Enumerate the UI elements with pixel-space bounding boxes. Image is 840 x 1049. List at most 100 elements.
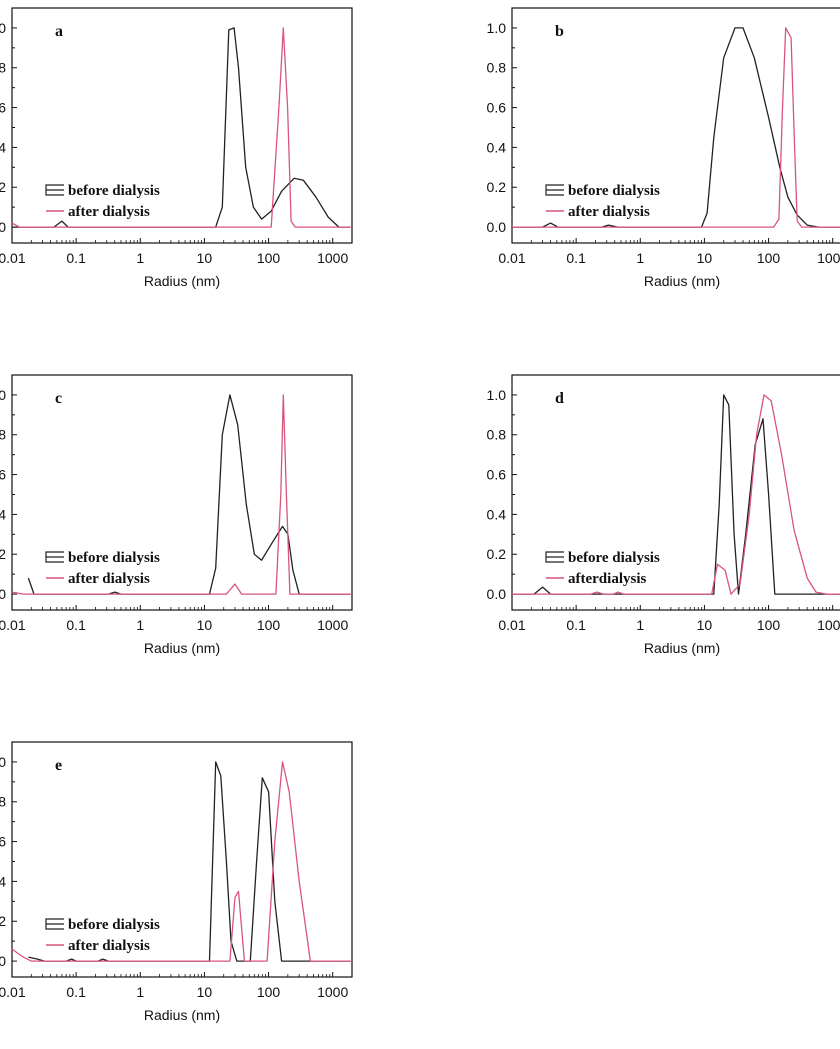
x-tick-label: 0.1 <box>566 250 586 266</box>
x-axis-title: Radius (nm) <box>644 273 720 289</box>
x-tick-label: 1000 <box>817 250 840 266</box>
y-tick-label: 0.8 <box>487 427 507 443</box>
x-tick-label: 0.1 <box>566 617 586 633</box>
legend-label: before dialysis <box>68 917 160 933</box>
y-tick-label: 0.8 <box>487 60 507 76</box>
series-line-after <box>11 761 351 962</box>
x-tick-label: 100 <box>757 250 781 266</box>
legend-swatch <box>45 551 64 563</box>
legend-swatch <box>45 918 64 930</box>
legend-label: after dialysis <box>68 571 150 587</box>
y-tick-label: 1.0 <box>487 20 507 36</box>
x-axis-title: Radius (nm) <box>144 1007 220 1023</box>
y-tick-label: 0.6 <box>487 100 507 116</box>
y-tick-label: 0.4 <box>487 506 507 522</box>
y-tick-label: 0.0 <box>0 586 6 602</box>
panel-label: e <box>55 757 62 774</box>
series-line-before <box>512 27 840 228</box>
x-tick-label: 100 <box>257 984 281 1000</box>
x-tick-label: 1 <box>136 250 144 266</box>
series-line-after <box>11 394 351 595</box>
y-tick-label: 0.6 <box>0 834 6 850</box>
legend-label: before dialysis <box>568 550 660 566</box>
x-tick-label: 1000 <box>317 617 348 633</box>
x-tick-label: 100 <box>257 250 281 266</box>
plot-frame <box>511 374 840 611</box>
legend-label: after dialysis <box>68 938 150 954</box>
legend-swatch <box>545 184 564 196</box>
y-tick-label: 0.6 <box>487 467 507 483</box>
x-tick-label: 100 <box>257 617 281 633</box>
y-tick-label: 0.6 <box>0 467 6 483</box>
plot-frame <box>11 741 353 978</box>
y-tick-label: 0.2 <box>487 546 507 562</box>
chart-panel-c: 0.0 0.2 0.4 0.6 0.8 1.0 0.01 0.1 1 10 100 1000 Radiu… <box>0 374 353 656</box>
x-tick-label: 10 <box>697 250 713 266</box>
plot-frame <box>11 374 353 611</box>
x-tick-label: 1000 <box>817 617 840 633</box>
legend-swatch <box>545 551 564 563</box>
x-tick-label: 1000 <box>317 250 348 266</box>
x-tick-label: 10 <box>197 984 213 1000</box>
y-tick-label: 0.0 <box>0 219 6 235</box>
x-axis-title: Radius (nm) <box>144 640 220 656</box>
y-tick-label: 1.0 <box>0 754 6 770</box>
y-tick-label: 0.2 <box>487 179 507 195</box>
x-tick-label: 0.01 <box>0 250 26 266</box>
chart-panel-a: 0.0 0.2 0.4 0.6 0.8 1.0 0.01 0.1 1 10 100 1000 Radiu… <box>0 7 353 289</box>
series-line-after <box>11 27 351 228</box>
x-tick-label: 0.1 <box>66 984 86 1000</box>
panel-label: b <box>555 23 564 40</box>
legend-label: before dialysis <box>68 550 160 566</box>
y-tick-label: 0.4 <box>0 139 6 155</box>
panel-label: d <box>555 390 564 407</box>
x-tick-label: 1 <box>136 617 144 633</box>
y-tick-label: 0.0 <box>487 586 507 602</box>
x-tick-label: 0.01 <box>498 250 525 266</box>
y-tick-label: 0.4 <box>487 139 507 155</box>
panel-label: c <box>55 390 62 407</box>
series-line-after <box>512 394 840 595</box>
y-tick-label: 0.8 <box>0 427 6 443</box>
y-tick-label: 0.6 <box>0 100 6 116</box>
y-tick-label: 0.0 <box>487 219 507 235</box>
y-tick-label: 0.2 <box>0 546 6 562</box>
x-tick-label: 0.01 <box>0 617 26 633</box>
x-tick-label: 10 <box>697 617 713 633</box>
series-line-after <box>512 27 840 228</box>
series-line-before <box>12 27 351 228</box>
legend-label: before dialysis <box>68 183 160 199</box>
chart-panel-d: 0.0 0.2 0.4 0.6 0.8 1.0 0.01 0.1 1 10 100 1000 Radiu… <box>487 374 840 656</box>
chart-panel-b: 0.0 0.2 0.4 0.6 0.8 1.0 0.01 0.1 1 10 100 1000 Radiu… <box>487 7 840 289</box>
x-tick-label: 0.01 <box>0 984 26 1000</box>
plot-frame <box>11 7 353 244</box>
x-axis-title: Radius (nm) <box>144 273 220 289</box>
y-tick-label: 1.0 <box>487 387 507 403</box>
series-line-before <box>512 394 840 595</box>
y-tick-label: 0.4 <box>0 506 6 522</box>
x-tick-label: 0.01 <box>498 617 525 633</box>
x-tick-label: 100 <box>757 617 781 633</box>
x-tick-label: 10 <box>197 250 213 266</box>
legend-label: after dialysis <box>568 204 650 220</box>
y-tick-label: 1.0 <box>0 387 6 403</box>
y-tick-label: 0.4 <box>0 873 6 889</box>
legend-swatch <box>45 184 64 196</box>
x-tick-label: 1000 <box>317 984 348 1000</box>
y-tick-label: 0.2 <box>0 179 6 195</box>
x-tick-label: 1 <box>136 984 144 1000</box>
series-line-before <box>28 761 351 962</box>
y-tick-label: 0.0 <box>0 953 6 969</box>
legend-label: after dialysis <box>68 204 150 220</box>
y-tick-label: 0.2 <box>0 913 6 929</box>
panel-label: a <box>55 23 63 40</box>
y-tick-label: 0.8 <box>0 60 6 76</box>
chart-panel-e: 0.0 0.2 0.4 0.6 0.8 1.0 0.01 0.1 1 10 100 1000 Radiu… <box>0 741 353 1023</box>
y-tick-label: 0.8 <box>0 794 6 810</box>
y-tick-label: 1.0 <box>0 20 6 36</box>
x-tick-label: 10 <box>197 617 213 633</box>
legend-label: before dialysis <box>568 183 660 199</box>
x-tick-label: 1 <box>636 617 644 633</box>
